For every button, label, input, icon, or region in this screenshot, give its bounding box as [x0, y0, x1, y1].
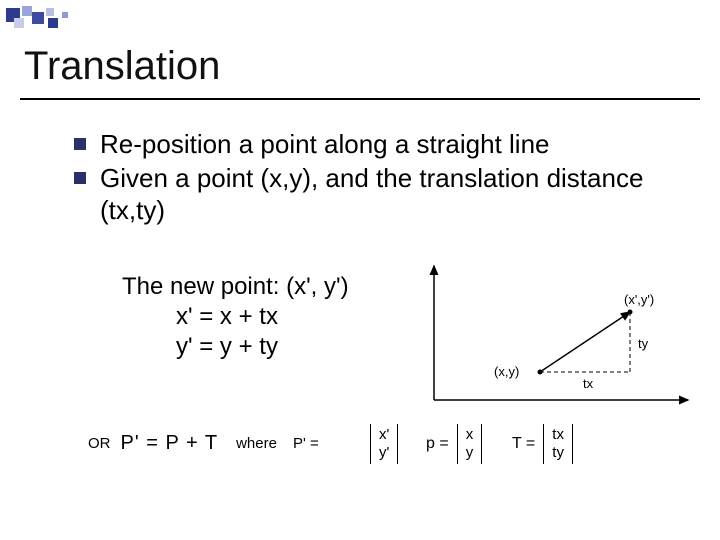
vec-cell: y [466, 444, 474, 462]
p-eq-label: p = [426, 435, 449, 453]
bullet-icon [74, 138, 86, 150]
or-label: OR [88, 435, 111, 452]
decor-square [46, 8, 54, 16]
vec-cell: x' [379, 426, 389, 444]
matrix-eq: P' = P + T [121, 432, 219, 455]
t-eq-label: T = [512, 435, 535, 453]
bullet-icon [74, 172, 86, 184]
vec-cell: ty [552, 444, 564, 462]
vector-t: tx ty [543, 424, 573, 464]
eq-xprime: x' = x + tx [122, 302, 349, 332]
decor-square [14, 18, 24, 28]
vec-cell: y' [379, 444, 389, 462]
label-p2: (x',y') [624, 292, 654, 307]
diagram-svg [420, 262, 700, 412]
vec-cell: x [466, 426, 474, 444]
decor-square [22, 6, 32, 16]
bullet-item: Re-position a point along a straight lin… [74, 128, 664, 160]
vector-p: x y [457, 424, 483, 464]
label-tx: tx [583, 376, 593, 391]
newpoint-line: The new point: (x', y') [122, 272, 349, 302]
vector-p-group: p = x y [426, 424, 482, 464]
slide-title: Translation [24, 44, 220, 89]
pprime-label: P' = [293, 435, 319, 452]
bullet-list: Re-position a point along a straight lin… [74, 128, 664, 228]
where-label: where [236, 435, 277, 452]
equations-block: The new point: (x', y') x' = x + tx y' =… [122, 272, 349, 362]
decor-square [32, 12, 44, 24]
label-ty: ty [638, 336, 648, 351]
translation-diagram: (x',y') (x,y) tx ty [420, 262, 700, 412]
bullet-text: Re-position a point along a straight lin… [100, 128, 550, 160]
vector-pprime: x' y' [370, 424, 398, 464]
vector-t-group: T = tx ty [512, 424, 573, 464]
bullet-item: Given a point (x,y), and the translation… [74, 162, 664, 226]
label-p1: (x,y) [494, 364, 519, 379]
title-rule [20, 98, 700, 100]
eq-yprime: y' = y + ty [122, 332, 349, 362]
or-equation: OR P' = P + T where P' = [88, 432, 319, 455]
vec-cell: tx [552, 426, 564, 444]
decor-square [48, 18, 58, 28]
bullet-text: Given a point (x,y), and the translation… [100, 162, 664, 226]
decor-strip [0, 6, 720, 28]
decor-square [62, 12, 68, 18]
